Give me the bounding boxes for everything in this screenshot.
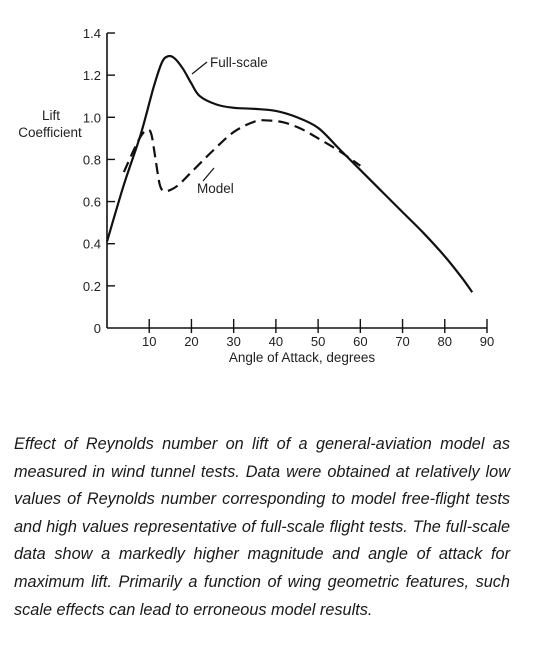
annotation-leader-model	[202, 167, 215, 182]
annotation-leader-full-scale	[191, 61, 208, 75]
y-tick-label: 0.4	[83, 237, 101, 252]
chart-ticks: 0 0.2 0.4 0.6 0.8 1.0 1.2 1.4 10 20 30 40 50 60 70 80 90	[83, 26, 494, 349]
chart-axes	[106, 33, 487, 329]
x-tick-label: 20	[184, 334, 198, 349]
series-line-full-scale	[105, 54, 474, 293]
y-tick-label: 0	[94, 321, 101, 336]
chart-annotations: Full-scale Model	[191, 55, 268, 196]
y-tick-label: 0.8	[83, 152, 101, 167]
x-tick-label: 10	[142, 334, 156, 349]
x-tick-label: 50	[311, 334, 325, 349]
y-axis-title-line1: Lift	[42, 108, 60, 123]
y-tick-label: 1.0	[83, 110, 101, 125]
lift-curve-chart: 0 0.2 0.4 0.6 0.8 1.0 1.2 1.4 10 20 30 40 50 60 70 80 90…	[18, 26, 494, 365]
chart-series	[105, 54, 474, 293]
x-tick-label: 90	[480, 334, 494, 349]
figure-caption: Effect of Reynolds number on lift of a g…	[14, 435, 510, 619]
x-tick-label: 30	[226, 334, 240, 349]
x-tick-label: 80	[438, 334, 452, 349]
y-tick-label: 0.2	[83, 279, 101, 294]
y-tick-label: 0.6	[83, 195, 101, 210]
annotation-label-full-scale: Full-scale	[210, 55, 268, 70]
series-line-model	[122, 119, 361, 193]
x-tick-label: 70	[395, 334, 409, 349]
x-axis-title: Angle of Attack, degrees	[229, 350, 376, 365]
x-tick-label: 60	[353, 334, 367, 349]
y-tick-label: 1.4	[83, 26, 101, 41]
annotation-label-model: Model	[197, 181, 234, 196]
x-tick-label: 40	[269, 334, 283, 349]
y-tick-label: 1.2	[83, 68, 101, 83]
y-axis-title-line2: Coefficient	[18, 125, 82, 140]
